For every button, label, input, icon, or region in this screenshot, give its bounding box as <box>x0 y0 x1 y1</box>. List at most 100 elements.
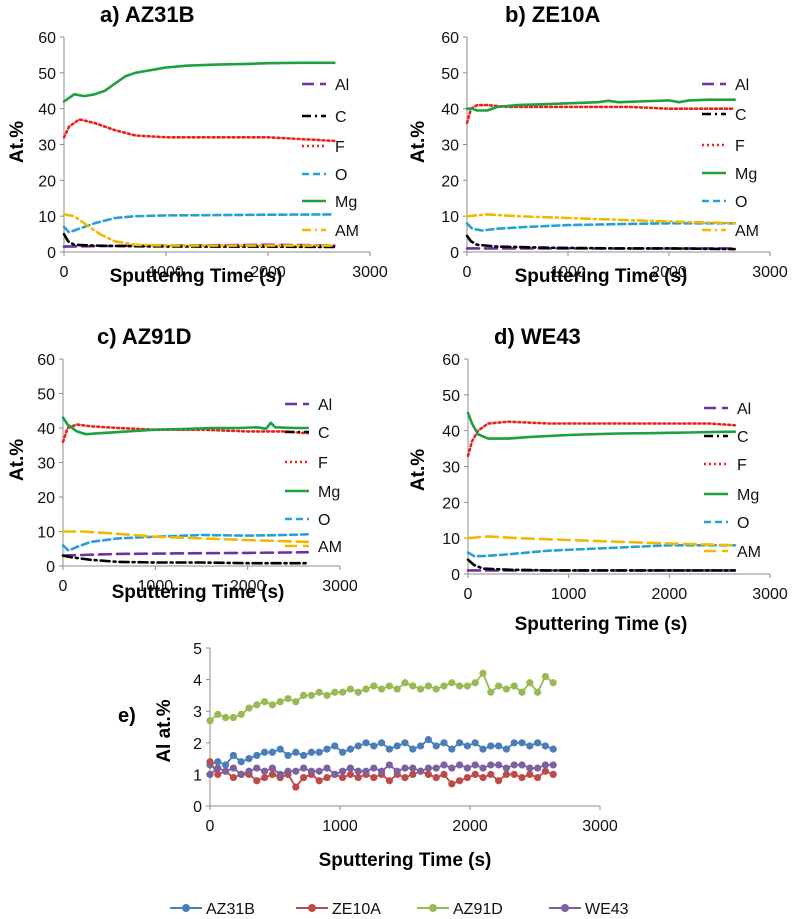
series-point-we43 <box>315 767 323 775</box>
chart-1-xtick-label: 2000 <box>651 264 687 281</box>
legend-label-am: AM <box>318 539 342 556</box>
chart-2-ytick-label: 40 <box>37 421 55 438</box>
panel-c: c) AZ91D Sputtering Time (s) At.% <box>7 324 284 603</box>
chart-2-xtick-label: 1000 <box>138 578 174 595</box>
series-line-mg <box>61 416 309 436</box>
series-point-az31b <box>448 745 456 753</box>
legend-label-am: AM <box>335 223 359 240</box>
series-point-ze10a <box>354 773 362 782</box>
series-point-az91d <box>362 685 370 693</box>
chart-0-ytick-label: 0 <box>47 245 56 262</box>
panel-b-xlabel: Sputtering Time (s) <box>515 266 688 287</box>
panel-e-xlabel: Sputtering Time (s) <box>319 850 492 871</box>
series-point-az91d <box>237 710 245 718</box>
series-point-ze10a <box>541 767 550 775</box>
series-point-az91d <box>346 685 354 693</box>
chart-0-ytick-label: 30 <box>38 138 56 155</box>
panel-a-title: a) AZ31B <box>100 2 195 27</box>
series-point-az31b <box>354 742 362 750</box>
series-point-az31b <box>409 745 417 753</box>
chart-3-xtick-label: 2000 <box>652 586 688 603</box>
chart-3-xtick-label: 1000 <box>551 586 587 603</box>
legend-label-c: C <box>335 109 347 126</box>
series-point-we43 <box>354 767 362 775</box>
series-point-az91d <box>214 710 222 718</box>
series-point-az31b <box>534 739 542 747</box>
series-point-az91d <box>284 694 292 703</box>
series-line-o <box>62 213 336 234</box>
chart-2-plot: 0 10 20 30 40 50 60 0 1000 2000 3000 Al CF Mg O AM <box>37 352 358 595</box>
series-point-az31b <box>362 739 370 747</box>
series-point-az31b <box>346 745 354 753</box>
legend-marker-az91d <box>429 904 437 912</box>
series-point-we43 <box>502 764 510 772</box>
series-point-we43 <box>401 764 409 772</box>
series-point-az91d <box>487 688 495 696</box>
series-point-az91d <box>385 682 393 690</box>
series-line-am <box>62 213 336 247</box>
series-point-az31b <box>300 751 308 760</box>
series-point-we43 <box>323 764 331 772</box>
chart-3-ytick-label: 50 <box>442 388 460 405</box>
series-line-mg <box>466 411 737 440</box>
series-point-az91d <box>268 701 276 709</box>
series-point-ze10a <box>440 770 448 779</box>
series-point-az31b <box>541 742 550 750</box>
chart-3-ytick-label: 10 <box>442 531 460 548</box>
legend-label-mg: Mg <box>737 487 759 504</box>
series-point-we43 <box>463 764 471 772</box>
series-point-we43 <box>370 764 378 772</box>
chart-2-ytick-label: 0 <box>46 559 55 576</box>
series-point-we43 <box>471 761 479 769</box>
series-point-ze10a <box>346 770 354 779</box>
series-line-mg <box>465 98 736 112</box>
chart-0-xtick-label: 0 <box>60 264 69 281</box>
series-point-we43 <box>495 761 503 769</box>
series-point-we43 <box>237 770 245 779</box>
series-line-o <box>466 544 737 558</box>
series-point-az31b <box>401 739 409 747</box>
chart-3-ytick-label: 30 <box>442 460 460 477</box>
series-point-az31b <box>502 745 510 753</box>
legend-label-c: C <box>735 107 747 124</box>
series-point-az31b <box>253 751 261 760</box>
series-point-ze10a <box>518 773 526 782</box>
series-point-az91d <box>331 688 339 696</box>
chart-4-ytick-label: 2 <box>193 736 202 753</box>
series-point-ze10a <box>292 783 300 791</box>
panel-d-title: d) WE43 <box>494 324 581 349</box>
series-point-az91d <box>502 685 510 693</box>
series-point-az91d <box>541 672 550 681</box>
series-point-ze10a <box>401 773 409 782</box>
series-point-az31b <box>424 736 432 744</box>
series-point-we43 <box>214 764 222 772</box>
chart-0-xtick-label: 3000 <box>352 264 388 281</box>
series-point-ze10a <box>323 773 331 782</box>
chart-0-xtick-label: 2000 <box>250 264 286 281</box>
series-point-we43 <box>541 761 550 769</box>
panel-e: e) Sputtering Time (s) Al at.% <box>118 699 491 871</box>
series-point-az91d <box>432 685 440 693</box>
series-point-az31b <box>229 751 237 760</box>
panel-b-ylabel: At.% <box>408 121 429 163</box>
series-line-mg <box>62 61 336 103</box>
series-point-az91d <box>300 691 308 700</box>
series-point-az31b <box>378 739 386 747</box>
series-point-we43 <box>448 764 456 772</box>
chart-4-ytick-label: 1 <box>193 767 202 784</box>
series-point-az31b <box>549 745 557 753</box>
legend-label-f: F <box>737 457 747 474</box>
series-point-az31b <box>526 742 534 750</box>
series-point-ze10a <box>456 777 464 785</box>
series-point-we43 <box>339 767 347 775</box>
series-point-we43 <box>284 767 292 775</box>
chart-2-ytick-label: 20 <box>37 490 55 507</box>
series-point-az31b <box>518 739 526 747</box>
series-line-f <box>62 118 336 143</box>
series-point-az31b <box>268 748 276 756</box>
legend-marker-ze10a <box>308 904 316 912</box>
series-point-ze10a <box>471 770 479 779</box>
panel-d-ylabel: At.% <box>408 449 429 491</box>
series-point-ze10a <box>268 770 276 779</box>
series-point-az91d <box>518 688 526 696</box>
